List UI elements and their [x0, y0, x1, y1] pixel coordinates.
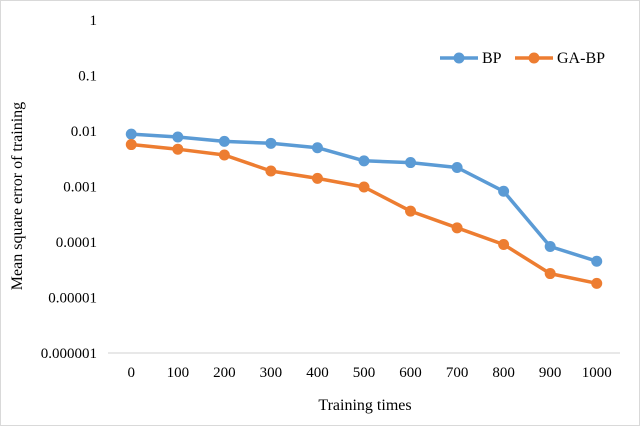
legend-item-bp: BP — [440, 50, 502, 67]
series-ga-bp — [125, 139, 603, 289]
x-tick-label: 500 — [353, 365, 376, 381]
data-point-ga-bp — [265, 165, 277, 177]
series-layer — [125, 128, 603, 289]
x-tick-label: 800 — [492, 365, 515, 381]
y-tick-label: 0.01 — [71, 124, 97, 140]
y-tick-label: 0.00001 — [48, 291, 97, 307]
data-point-bp — [591, 255, 603, 267]
data-point-bp — [544, 240, 556, 252]
y-tick-label: 0.001 — [63, 180, 97, 196]
data-point-bp — [311, 142, 323, 154]
x-tick-label: 0 — [128, 365, 136, 381]
y-tick-label: 1 — [90, 13, 98, 29]
data-point-bp — [358, 155, 370, 167]
x-tick-label: 900 — [539, 365, 562, 381]
legend-swatch-marker — [453, 52, 465, 64]
data-point-ga-bp — [218, 149, 230, 161]
data-point-ga-bp — [172, 143, 184, 155]
data-point-ga-bp — [451, 222, 463, 234]
legend-label: BP — [482, 50, 502, 67]
data-point-bp — [125, 128, 137, 140]
y-tick-label: 0.1 — [78, 69, 97, 85]
legend-swatch-marker — [528, 52, 540, 64]
data-point-ga-bp — [405, 205, 417, 217]
y-axis-title: Mean square error of training — [9, 102, 26, 290]
x-tick-label: 100 — [167, 365, 190, 381]
data-point-bp — [405, 157, 417, 169]
data-point-bp — [498, 185, 510, 197]
x-axis-title: Training times — [318, 397, 411, 414]
data-point-bp — [218, 135, 230, 147]
legend-item-ga-bp: GA-BP — [515, 50, 605, 67]
data-point-bp — [265, 137, 277, 149]
data-point-ga-bp — [498, 239, 510, 251]
x-tick-label: 300 — [260, 365, 283, 381]
x-tick-label: 200 — [213, 365, 236, 381]
y-tick-labels: 1 0.1 0.01 0.001 0.0001 0.00001 0.000001 — [41, 13, 97, 362]
data-point-ga-bp — [544, 268, 556, 280]
data-point-ga-bp — [311, 172, 323, 184]
legend-label: GA-BP — [557, 50, 605, 67]
data-point-bp — [172, 131, 184, 143]
data-point-ga-bp — [125, 139, 137, 151]
series-bp — [125, 128, 603, 267]
x-tick-label: 700 — [446, 365, 469, 381]
data-point-ga-bp — [591, 277, 603, 289]
data-point-ga-bp — [358, 181, 370, 193]
x-tick-label: 600 — [399, 365, 422, 381]
x-tick-label: 400 — [306, 365, 329, 381]
y-tick-label: 0.000001 — [41, 346, 97, 362]
data-point-bp — [451, 161, 463, 173]
x-tick-label: 1000 — [582, 365, 612, 381]
x-tick-labels: 0 100 200 300 400 500 600 700 800 900 1000 — [128, 365, 612, 381]
legend: BP GA-BP — [440, 50, 605, 67]
y-tick-label: 0.0001 — [56, 235, 97, 251]
